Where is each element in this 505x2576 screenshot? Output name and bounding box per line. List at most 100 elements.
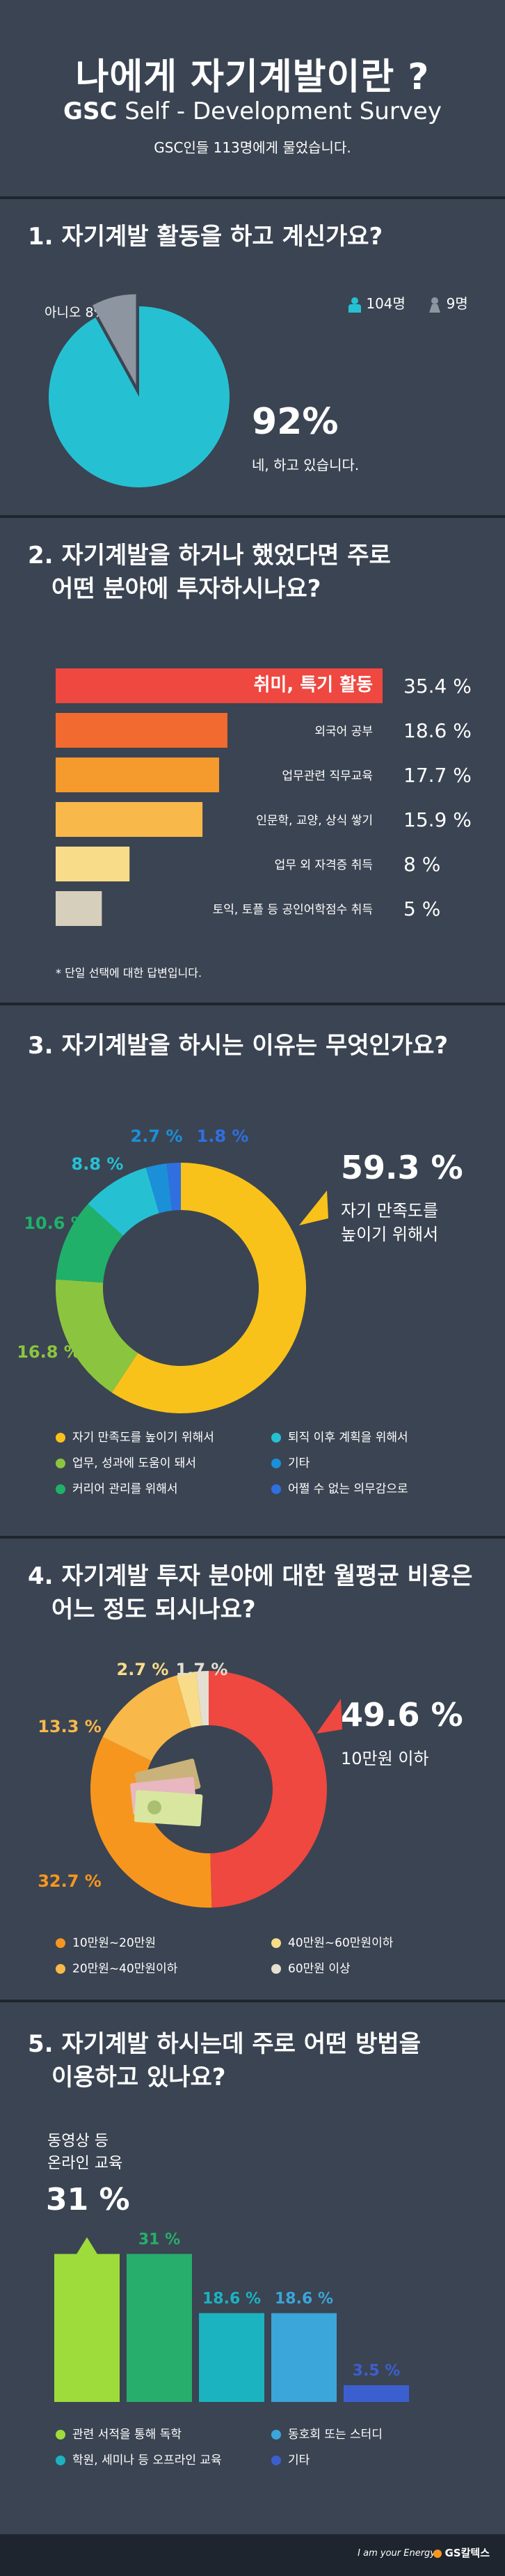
q1-title: 1. 자기계발 활동을 하고 계신가요? <box>28 223 383 251</box>
q2-value-label: 35.4 % <box>403 675 472 698</box>
q4-highlight-pct: 49.6 % <box>341 1696 463 1734</box>
legend-swatch <box>271 1938 281 1948</box>
q5-bar <box>199 2313 264 2402</box>
respondent-counts: 104명 9명 <box>348 292 468 313</box>
q2-value-label: 17.7 % <box>403 764 472 787</box>
male-person-icon <box>348 297 361 313</box>
q5-value-label: 18.6 % <box>202 2290 261 2307</box>
q4-title-line1: 4. 자기계발 투자 분야에 대한 월평균 비용은 <box>28 1562 473 1590</box>
q5-title-line1: 5. 자기계발 하시는데 주로 어떤 방법을 <box>28 2030 421 2058</box>
section-divider <box>0 2000 505 2002</box>
q4-donut-slice <box>102 1675 191 1761</box>
legend-item: 40만원~60만원이하 <box>271 1933 487 1950</box>
q3-donut-slice <box>56 1279 138 1393</box>
q3-highlight-line2: 높이기 위해서 <box>341 1225 439 1244</box>
q5-highlight-label: 동영상 등 온라인 교육 <box>47 2130 122 2175</box>
legend-item: 관련 서적을 통해 독학 <box>56 2424 271 2442</box>
q4-donut-slice <box>176 1671 202 1728</box>
q4-value-label: 13.3 % <box>38 1717 102 1736</box>
q3-value-label: 16.8 % <box>17 1342 81 1362</box>
q2-title: 2. 자기계발을 하거나 했었다면 주로 어떤 분야에 투자하시나요? <box>28 539 391 606</box>
q3-highlight-label: 자기 만족도를 높이기 위해서 <box>341 1199 438 1246</box>
q5-callout-pointer <box>76 2237 98 2256</box>
legend-label: 학원, 세미나 등 오프라인 교육 <box>72 2453 222 2467</box>
section-divider <box>0 515 505 518</box>
q1-no-label: 아니오 8% <box>45 305 106 320</box>
q5-value-label: 3.5 % <box>353 2362 401 2380</box>
legend-item: 10만원~20만원 <box>56 1933 271 1950</box>
q5-bar <box>344 2385 409 2402</box>
q3-legend: 자기 만족도를 높이기 위해서 퇴직 이후 계획을 위해서업무, 성과에 도움이 … <box>56 1427 487 1505</box>
gs-caltex-logo: GS칼텍스 <box>433 2545 490 2560</box>
section-divider <box>0 1003 505 1005</box>
q2-bar <box>56 802 203 837</box>
legend-item: 기타 <box>271 2450 487 2467</box>
footer-bar: I am your Energy GS칼텍스 <box>0 2534 505 2576</box>
q2-value-label: 8 % <box>403 853 440 876</box>
q5-highlight-line2: 온라인 교육 <box>47 2155 123 2172</box>
q5-bar-chart: 31 % 18.6 % 18.6 % 3.5 % <box>54 2231 409 2402</box>
legend-item: 60만원 이상 <box>271 1958 487 1976</box>
q3-highlight-line1: 자기 만족도를 <box>341 1201 439 1220</box>
q3-callout-pointer <box>299 1191 328 1225</box>
q5-title: 5. 자기계발 하시는데 주로 어떤 방법을 이용하고 있나요? <box>28 2027 421 2094</box>
section-divider <box>0 196 505 199</box>
legend-item: 동호회 또는 스터디 <box>271 2424 487 2442</box>
q2-category-label: 업무 외 자격증 취득 <box>275 858 373 872</box>
footer-logo-text: GS칼텍스 <box>444 2547 490 2559</box>
legend-label: 업무, 성과에 도움이 돼서 <box>72 1456 197 1470</box>
q3-value-label: 2.7 % <box>131 1126 183 1146</box>
legend-swatch <box>271 1964 281 1974</box>
q2-category-label: 인문학, 교양, 상식 쌓기 <box>256 814 373 828</box>
q5-highlight-line1: 동영상 등 <box>47 2133 109 2150</box>
q3-value-label: 10.6 % <box>24 1214 88 1233</box>
legend-label: 자기 만족도를 높이기 위해서 <box>72 1431 214 1445</box>
legend-label: 커리어 관리를 위해서 <box>72 1482 178 1496</box>
legend-label: 60만원 이상 <box>288 1962 351 1976</box>
q2-category-label: 업무관련 직무교육 <box>282 769 373 783</box>
legend-item: 자기 만족도를 높이기 위해서 <box>56 1427 271 1445</box>
q2-bar <box>56 847 130 881</box>
legend-swatch <box>271 1433 281 1443</box>
q2-bar-chart: 취미, 특기 활동 35.4 % 외국어 공부 18.6 % 업무관련 직무교육 17.7… <box>56 668 472 926</box>
q1-pie-chart <box>48 294 230 487</box>
q2-footnote: * 단일 선택에 대한 답변입니다. <box>56 966 202 980</box>
q3-donut-slice <box>166 1163 181 1211</box>
male-count: 104명 <box>366 295 406 312</box>
legend-label: 기타 <box>288 1456 310 1470</box>
q2-bar <box>56 713 227 748</box>
legend-label: 40만원~60만원이하 <box>288 1936 394 1950</box>
legend-label: 퇴직 이후 계획을 위해서 <box>288 1431 408 1445</box>
q5-bar <box>54 2254 120 2402</box>
q4-callout-pointer <box>316 1699 342 1734</box>
q3-donut-slice <box>145 1163 173 1214</box>
q5-title-line2: 이용하고 있나요? <box>51 2064 226 2091</box>
q5-bar <box>271 2313 337 2402</box>
q3-highlight-pct: 59.3 % <box>341 1149 463 1186</box>
q5-value-label: 18.6 % <box>275 2290 333 2307</box>
legend-label: 20만원~40만원이하 <box>72 1962 178 1976</box>
q4-value-label: 32.7 % <box>38 1871 102 1891</box>
q3-value-label: 8.8 % <box>72 1154 124 1174</box>
q5-highlight-pct: 31 % <box>46 2182 130 2217</box>
page-subtitle: GSC Self - Development Survey <box>0 97 505 125</box>
legend-swatch <box>271 2456 281 2465</box>
q4-value-label: 1.7 % <box>176 1660 228 1679</box>
legend-item: 20만원~40만원이하 <box>56 1958 271 1976</box>
legend-item: 학원, 세미나 등 오프라인 교육 <box>56 2450 271 2467</box>
legend-swatch <box>56 1433 65 1443</box>
q2-value-label: 5 % <box>403 897 440 920</box>
q5-bar <box>127 2254 192 2402</box>
brand-name: GSC <box>63 97 118 125</box>
survey-note: GSC인들 113명에게 물었습니다. <box>154 139 351 156</box>
q2-title-line2: 어떤 분야에 투자하시나요? <box>51 575 321 603</box>
q5-legend: 관련 서적을 통해 독학 동호회 또는 스터디학원, 세미나 등 오프라인 교육 기… <box>56 2424 487 2476</box>
page-title: 나에게 자기계발이란 ? <box>75 56 430 98</box>
q2-title-line1: 2. 자기계발을 하거나 했었다면 주로 <box>28 542 391 570</box>
legend-swatch <box>56 1459 65 1468</box>
q1-yes-pct: 92% <box>252 401 339 443</box>
q3-donut-slice <box>88 1168 159 1236</box>
legend-label: 동호회 또는 스터디 <box>288 2428 383 2442</box>
legend-label: 기타 <box>288 2453 310 2467</box>
legend-swatch <box>271 1459 281 1468</box>
